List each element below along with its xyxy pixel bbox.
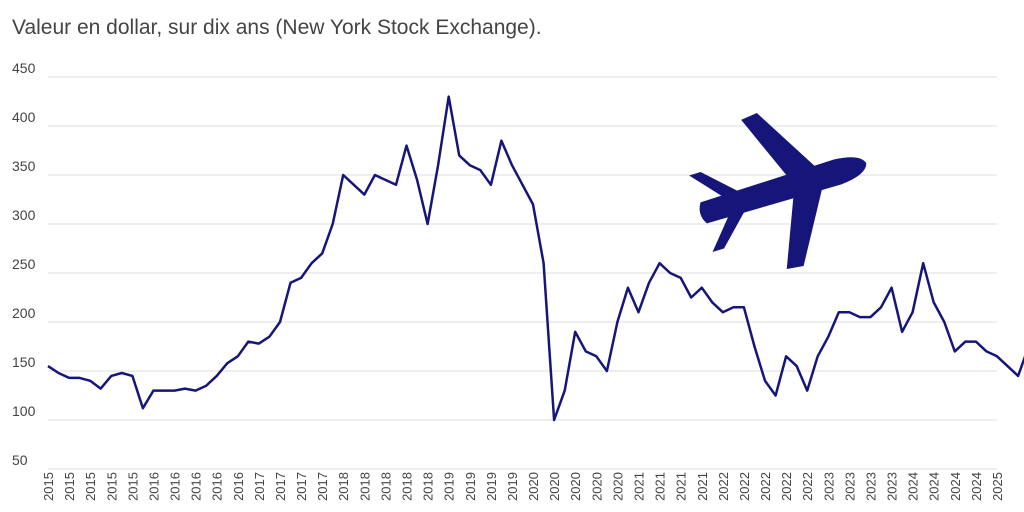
- x-tick-label: 2022: [758, 472, 773, 501]
- x-tick-label: 2016: [146, 472, 161, 501]
- x-tick-label: 2017: [273, 472, 288, 501]
- x-tick-label: 2018: [400, 472, 415, 501]
- y-tick-label: 50: [12, 452, 28, 468]
- x-tick-label: 2016: [189, 472, 204, 501]
- x-tick-label: 2019: [463, 472, 478, 501]
- x-tick-label: 2015: [104, 472, 119, 501]
- x-tick-label: 2021: [674, 472, 689, 501]
- x-tick-label: 2022: [716, 472, 731, 501]
- x-tick-label: 2018: [357, 472, 372, 501]
- x-tick-label: 2018: [421, 472, 436, 501]
- x-tick-label: 2020: [610, 472, 625, 501]
- x-tick-label: 2024: [906, 472, 921, 501]
- y-tick-label: 250: [12, 256, 36, 272]
- x-tick-label: 2020: [589, 472, 604, 501]
- airplane-icon: [689, 112, 867, 270]
- x-tick-label: 2023: [842, 472, 857, 501]
- x-tick-label: 2017: [252, 472, 267, 501]
- x-tick-label: 2024: [969, 472, 984, 501]
- x-tick-label: 2016: [168, 472, 183, 501]
- x-tick-label: 2021: [653, 472, 668, 501]
- chart-title: Valeur en dollar, sur dix ans (New York …: [12, 16, 542, 39]
- x-tick-label: 2024: [948, 472, 963, 501]
- x-tick-label: 2018: [378, 472, 393, 501]
- x-tick-label: 2017: [315, 472, 330, 501]
- x-tick-label: 2016: [231, 472, 246, 501]
- x-tick-label: 2015: [83, 472, 98, 501]
- x-tick-label: 2023: [821, 472, 836, 501]
- x-tick-label: 2022: [737, 472, 752, 501]
- x-tick-label: 2015: [62, 472, 77, 501]
- y-tick-label: 300: [12, 207, 36, 223]
- x-tick-label: 2021: [695, 472, 710, 501]
- x-tick-label: 2019: [505, 472, 520, 501]
- x-tick-label: 2015: [41, 472, 56, 501]
- x-tick-label: 2022: [800, 472, 815, 501]
- x-tick-label: 2021: [631, 472, 646, 501]
- x-tick-label: 2017: [294, 472, 309, 501]
- y-tick-label: 400: [12, 109, 36, 125]
- y-tick-label: 200: [12, 305, 36, 321]
- y-tick-label: 150: [12, 354, 36, 370]
- x-tick-label: 2015: [125, 472, 140, 501]
- x-tick-label: 2022: [779, 472, 794, 501]
- x-tick-label: 2018: [336, 472, 351, 501]
- x-tick-label: 2023: [863, 472, 878, 501]
- x-tick-label: 2020: [526, 472, 541, 501]
- x-tick-label: 2019: [442, 472, 457, 501]
- x-tick-label: 2016: [210, 472, 225, 501]
- x-tick-label: 2020: [568, 472, 583, 501]
- line-series: [47, 95, 1024, 422]
- x-tick-label: 2020: [547, 472, 562, 501]
- y-tick-label: 450: [12, 60, 36, 76]
- x-tick-label: 2024: [927, 472, 942, 501]
- y-tick-label: 350: [12, 158, 36, 174]
- y-tick-label: 100: [12, 403, 36, 419]
- x-tick-label: 2025: [990, 472, 1005, 501]
- x-tick-label: 2023: [885, 472, 900, 501]
- x-tick-label: 2019: [484, 472, 499, 501]
